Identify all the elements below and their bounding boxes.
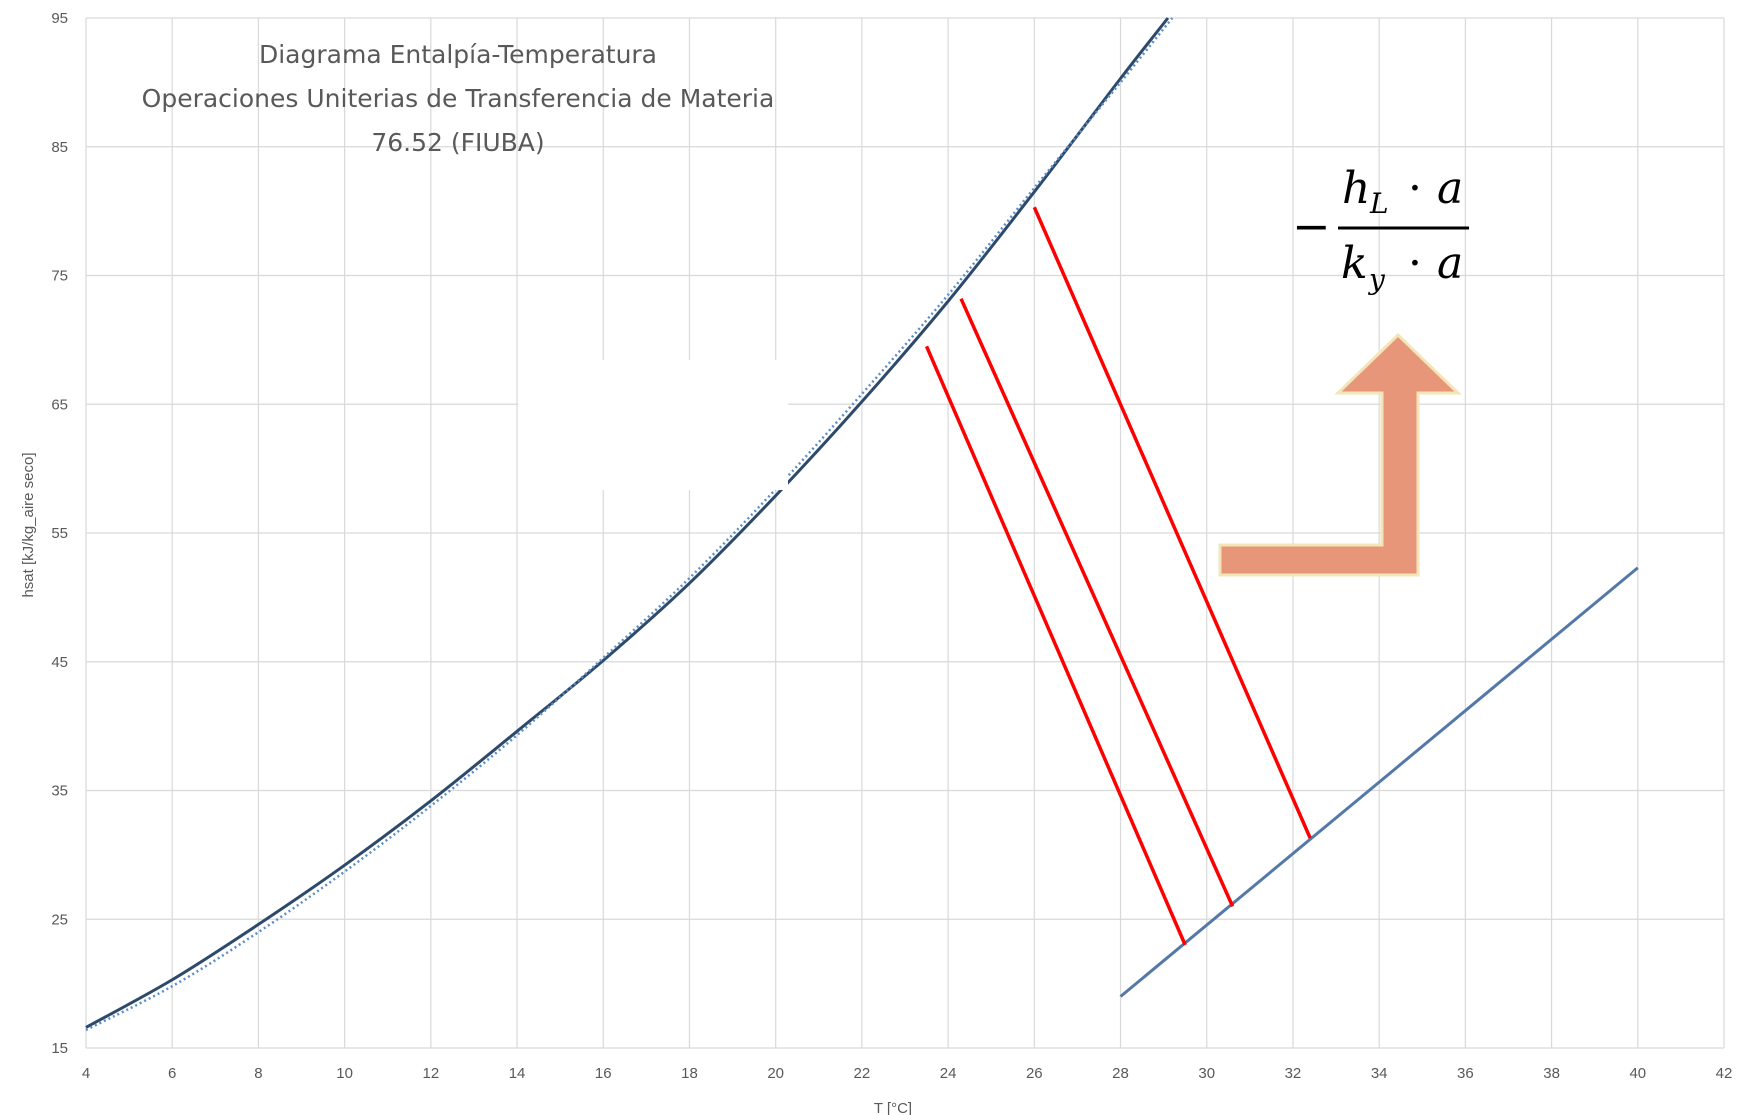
x-tick-label: 20	[767, 1065, 784, 1082]
arrow-turn-up-icon	[1218, 332, 1462, 577]
x-tick-label: 14	[509, 1065, 526, 1082]
x-tick-label: 28	[1112, 1065, 1129, 1082]
title-line-3: 76.52 (FIUBA)	[371, 128, 544, 157]
y-axis-title: hsat [kJ/kg_aire seco]	[20, 452, 37, 597]
x-tick-label: 10	[336, 1065, 353, 1082]
x-axis-title: T [°C]	[874, 1100, 912, 1115]
formula-denominator-var: k	[1341, 238, 1368, 289]
fit-curve-dotted	[85, 17, 1174, 1032]
y-tick-label: 85	[51, 139, 68, 156]
x-tick-label: 34	[1371, 1065, 1388, 1082]
y-tick-labels: 15 25 35 45 55 65 75 85 95	[51, 10, 68, 1057]
x-tick-label: 32	[1285, 1065, 1302, 1082]
x-tick-label: 30	[1198, 1065, 1215, 1082]
formula-denominator-dot: ·	[1408, 238, 1422, 289]
horizontal-gridlines	[86, 17, 1724, 1049]
tie-line	[924, 345, 1187, 946]
formula-numerator-var: h	[1342, 163, 1370, 214]
x-tick-label: 42	[1716, 1065, 1733, 1082]
title-line-2: Operaciones Uniterias de Transferencia d…	[142, 84, 775, 113]
slope-formula: − h L · a k y · a	[1292, 163, 1469, 296]
x-tick-label: 8	[254, 1065, 262, 1082]
y-tick-label: 45	[51, 654, 68, 671]
blank-patch	[518, 360, 788, 490]
formula-denominator-sub: y	[1367, 263, 1386, 296]
formula-numerator-a: a	[1437, 163, 1463, 214]
x-tick-label: 24	[940, 1065, 957, 1082]
x-tick-label: 36	[1457, 1065, 1474, 1082]
x-tick-label: 6	[168, 1065, 176, 1082]
y-tick-label: 65	[51, 396, 68, 413]
x-tick-label: 12	[422, 1065, 439, 1082]
x-tick-label: 16	[595, 1065, 612, 1082]
chart-title: Diagrama Entalpía-Temperatura Operacione…	[142, 40, 775, 157]
x-tick-label: 26	[1026, 1065, 1043, 1082]
tie-line	[959, 297, 1235, 908]
tie-line	[1032, 206, 1312, 839]
tie-lines	[924, 206, 1312, 946]
y-tick-label: 25	[51, 911, 68, 928]
x-tick-label: 38	[1543, 1065, 1560, 1082]
y-tick-label: 55	[51, 525, 68, 542]
formula-denominator-a: a	[1437, 238, 1463, 289]
formula-numerator-sub: L	[1369, 187, 1389, 220]
y-tick-label: 35	[51, 783, 68, 800]
title-line-1: Diagrama Entalpía-Temperatura	[259, 40, 657, 69]
y-tick-label: 75	[51, 268, 68, 285]
y-tick-label: 15	[51, 1040, 68, 1057]
x-tick-labels: 4 6 8 10 12 14 16 18 20 22 24 26 28 30 32 34 36 38 40 42	[82, 1065, 1733, 1082]
formula-minus: −	[1292, 199, 1331, 253]
x-tick-label: 40	[1629, 1065, 1646, 1082]
plot-series	[85, 17, 1639, 1032]
equilibrium-curve	[85, 17, 1170, 1029]
formula-numerator-dot: ·	[1408, 163, 1422, 214]
operating-line	[1119, 566, 1639, 998]
x-tick-label: 4	[82, 1065, 90, 1082]
y-tick-label: 95	[51, 10, 68, 27]
x-tick-label: 22	[854, 1065, 871, 1082]
x-tick-label: 18	[681, 1065, 698, 1082]
